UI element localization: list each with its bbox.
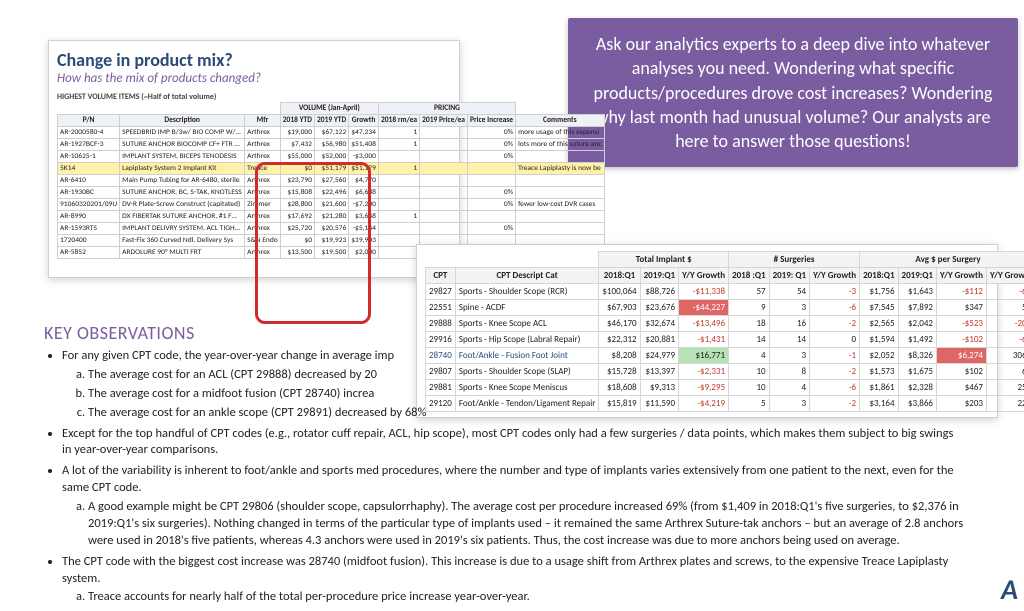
ko-title: KEY OBSERVATIONS xyxy=(44,322,964,344)
mix-header-row: P/NDescriptionMfr2018 YTD2019 YTDGrowth2… xyxy=(58,115,605,127)
implant-header-row: CPTCPT Descript Cat2018:Q12019:Q1Y/Y Gro… xyxy=(426,268,1024,284)
ko-item: Except for the top handful of CPT codes … xyxy=(62,426,964,460)
mix-table: VOLUME (Jan-April) PRICING P/NDescriptio… xyxy=(57,102,605,259)
ko-subitem: The average cost for an ankle scope (CPT… xyxy=(88,405,964,422)
implant-group-surgeries: # Surgeries xyxy=(729,252,860,268)
ko-subitem: The average cost for an ACL (CPT 29888) … xyxy=(88,367,964,384)
mix-section-label: HIGHEST VOLUME ITEMS (~Half of total vol… xyxy=(57,92,451,102)
ko-sublist: A good example might be CPT 29806 (shoul… xyxy=(88,499,964,550)
analytics-callout: Ask our analytics experts to a deep dive… xyxy=(568,18,1018,167)
implant-col: CPT xyxy=(426,268,456,284)
table-row: AR-6410Main Pump Tubing for AR-6480, ste… xyxy=(58,175,605,187)
key-observations: KEY OBSERVATIONS For any given CPT code,… xyxy=(44,322,964,610)
mix-group-row: VOLUME (Jan-April) PRICING xyxy=(58,103,605,115)
mix-col: 2019 YTD xyxy=(315,115,349,127)
mix-subtitle: How has the mix of products changed? xyxy=(57,71,451,86)
mix-col: P/N xyxy=(58,115,120,127)
table-row: AR-8990DX FIBERTAK SUTURE ANCHOR, #1 FW … xyxy=(58,211,605,223)
mix-col: Price Increase xyxy=(467,115,515,127)
ko-subitem: A good example might be CPT 29806 (shoul… xyxy=(88,499,964,550)
implant-col: 2018 :Q1 xyxy=(729,268,770,284)
mix-group-pricing: PRICING xyxy=(378,103,515,115)
mix-title: Change in product mix? xyxy=(57,49,451,71)
mix-group-volume: VOLUME (Jan-April) xyxy=(280,103,378,115)
product-mix-card: Change in product mix? How has the mix o… xyxy=(48,40,460,278)
implant-group-avg: Avg $ per Surgery xyxy=(860,252,1024,268)
ko-subitem: Treace accounts for nearly half of the t… xyxy=(88,589,964,606)
brand-logo: A xyxy=(1001,572,1018,607)
table-row: AR-1593RTSIMPLANT DELIVRY SYSTEM, ACL TI… xyxy=(58,223,605,235)
implant-col: Y/Y Growth xyxy=(937,268,987,284)
table-row: 29827Sports - Shoulder Scope (RCR)$100,0… xyxy=(426,284,1024,300)
ko-subitem: The average cost for a midfoot fusion (C… xyxy=(88,386,964,403)
ko-item: For any given CPT code, the year-over-ye… xyxy=(62,348,964,422)
ko-list: For any given CPT code, the year-over-ye… xyxy=(62,348,964,606)
table-row: AR-1930BCSUTURE ANCHOR, BC, S-TAK, KNOTL… xyxy=(58,187,605,199)
table-row: 5K14Lapiplasty System 2 Implant KitTreac… xyxy=(58,163,605,175)
implant-group-total: Total Implant $ xyxy=(599,252,729,268)
implant-col: 2019: Q1 xyxy=(769,268,810,284)
ko-item: A lot of the variability is inherent to … xyxy=(62,463,964,549)
implant-col: 2018:Q1 xyxy=(599,268,640,284)
mix-col: Mfr xyxy=(245,115,281,127)
implant-col: Y/Y Growth xyxy=(679,268,729,284)
implant-col: 2019:Q1 xyxy=(898,268,936,284)
mix-table-wrap: VOLUME (Jan-April) PRICING P/NDescriptio… xyxy=(57,102,451,259)
implant-col: 2018:Q1 xyxy=(860,268,898,284)
mix-col: Growth xyxy=(349,115,379,127)
mix-col: Comments xyxy=(516,115,604,127)
ko-item: The CPT code with the biggest cost incre… xyxy=(62,554,964,607)
mix-col: 2019 Price/ea xyxy=(420,115,468,127)
ko-sublist: Treace accounts for nearly half of the t… xyxy=(88,589,964,606)
implant-group-row: Total Implant $ # Surgeries Avg $ per Su… xyxy=(426,252,1024,268)
implant-col: 2019:Q1 xyxy=(640,268,678,284)
table-row: AR-10625-1IMPLANT SYSTEM, BICEPS TENODES… xyxy=(58,151,605,163)
slide: Ask our analytics experts to a deep dive… xyxy=(0,0,1024,611)
implant-col: CPT Descript Cat xyxy=(455,268,599,284)
ko-sublist: The average cost for an ACL (CPT 29888) … xyxy=(88,367,964,422)
mix-col: 2018 YTD xyxy=(280,115,314,127)
table-row: 91060320201/09UDV-R Plate-Screw Construc… xyxy=(58,199,605,211)
table-row: 22551Spine - ACDF$67,903$23,676-$44,2279… xyxy=(426,300,1024,316)
implant-col: Y/Y Growth xyxy=(810,268,860,284)
mix-col: Description xyxy=(120,115,245,127)
mix-col: 2018 rm/ea xyxy=(378,115,419,127)
table-row: AR-1927BCF-3SUTURE ANCHOR BIOCOMP CF+ FT… xyxy=(58,139,605,151)
implant-col: Y/Y Growth xyxy=(987,268,1024,284)
table-row: AR-2000580-4SPEEDBRID IMP B/3w/ BIO COMP… xyxy=(58,127,605,139)
